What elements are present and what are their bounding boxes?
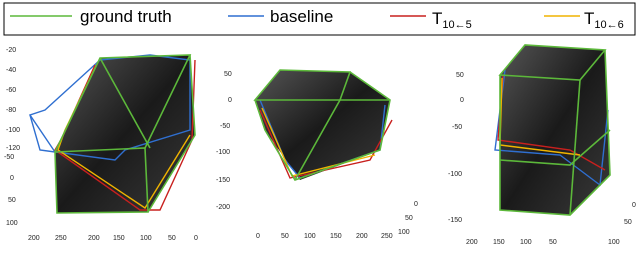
gt-outline: [54, 54, 192, 153]
x-tick-label: 50: [549, 239, 557, 246]
legend-label: ground truth: [80, 7, 172, 26]
t5-outline: [259, 109, 393, 179]
z-tick-label: 50: [624, 219, 632, 226]
y-tick-label: -100: [448, 171, 462, 178]
legend-label: T10←5: [432, 9, 472, 31]
volume-panel: [28, 54, 196, 214]
y-tick-label: -200: [216, 204, 230, 211]
x-tick-label: 200: [466, 239, 478, 246]
legend-subscript: 10←5: [442, 19, 471, 31]
z-tick-label: 100: [398, 229, 410, 236]
legend-box: [3, 2, 636, 36]
y-tick-label: -40: [6, 67, 16, 74]
y-tick-label: -100: [6, 127, 20, 134]
gt-outline: [147, 54, 196, 213]
y-tick-label: 0: [228, 97, 232, 104]
volume: [500, 45, 610, 215]
y-tick-label: 50: [224, 71, 232, 78]
x-tick-label: 100: [140, 235, 152, 242]
y-tick-label: -50: [220, 123, 230, 130]
x-tick-label: 150: [493, 239, 505, 246]
z-tick-label: 0: [632, 202, 636, 209]
baseline-outline: [494, 69, 609, 187]
gt-outline: [569, 79, 581, 216]
volume: [55, 55, 195, 213]
z-tick-label: 50: [405, 215, 413, 222]
y-tick-label: -80: [6, 107, 16, 114]
x-tick-label: 50: [281, 233, 289, 240]
x-tick-label: 50: [168, 235, 176, 242]
legend-label: T: [584, 9, 594, 28]
volume: [255, 70, 390, 180]
legend-label: T10←6: [584, 9, 624, 31]
y-tick-label: 0: [10, 175, 14, 182]
baseline-outline: [29, 114, 56, 153]
gt-outline: [254, 71, 391, 181]
x-tick-label: 150: [113, 235, 125, 242]
legend-subscript: 10←6: [594, 19, 623, 31]
legend-label: T: [432, 9, 442, 28]
x-tick-label: 250: [381, 233, 393, 240]
x-tick-label: 100: [304, 233, 316, 240]
y-tick-label: -60: [6, 87, 16, 94]
x-tick-label: 0: [256, 233, 260, 240]
y-tick-label: -150: [448, 217, 462, 224]
gt-outline: [294, 99, 341, 181]
y-tick-label: -50: [452, 124, 462, 131]
y-tick-label: -120: [6, 145, 20, 152]
volume-panel: [253, 69, 393, 181]
x-tick-label: 250: [55, 235, 67, 242]
x-tick-label: 100: [520, 239, 532, 246]
z-tick-label: 0: [414, 201, 418, 208]
x-tick-label: 200: [28, 235, 40, 242]
volume-panel: [494, 44, 611, 216]
x-tick-label: 150: [330, 233, 342, 240]
z-tick-label: 100: [608, 239, 620, 246]
x-tick-label: 200: [88, 235, 100, 242]
legend-label: baseline: [270, 7, 333, 26]
x-tick-label: 200: [356, 233, 368, 240]
gt-outline: [499, 129, 611, 166]
baseline-outline: [28, 54, 191, 161]
y-tick-label: 50: [456, 72, 464, 79]
y-tick-label: 50: [8, 197, 16, 204]
y-tick-label: -150: [216, 177, 230, 184]
y-tick-label: 0: [460, 97, 464, 104]
y-tick-label: -50: [4, 154, 14, 161]
y-tick-label: -100: [216, 149, 230, 156]
x-tick-label: 0: [194, 235, 198, 242]
y-tick-label: -20: [6, 47, 16, 54]
y-tick-label: 100: [6, 220, 18, 227]
gt-outline: [99, 57, 151, 149]
